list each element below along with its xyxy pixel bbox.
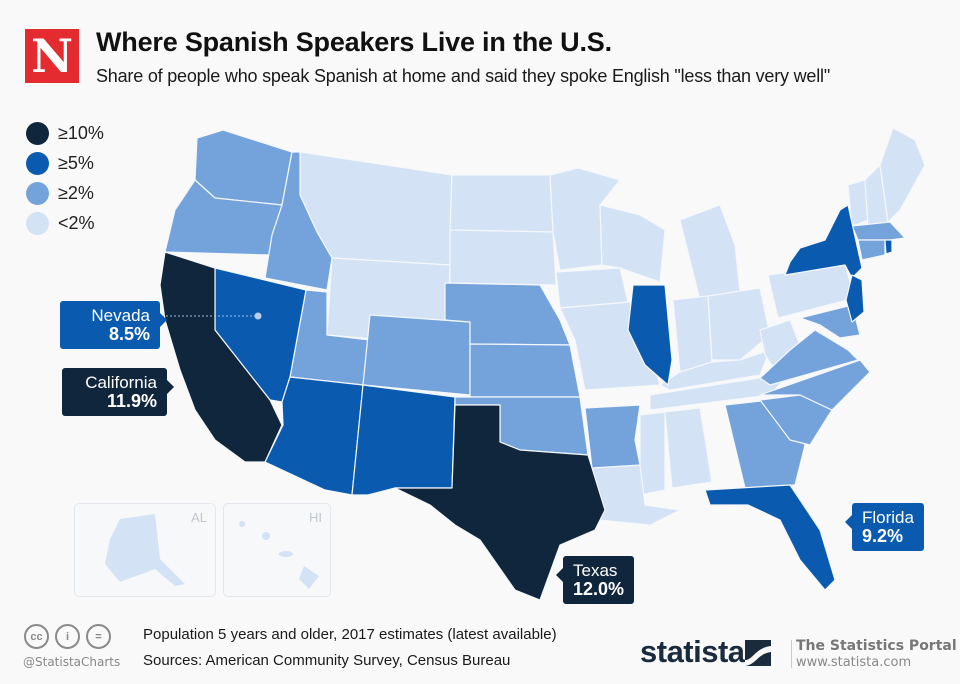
state-colorado bbox=[362, 314, 471, 396]
callout-florida: Florida 9.2% bbox=[845, 503, 924, 551]
nevada-marker bbox=[254, 312, 262, 320]
legend-item-2plus: ≥2% bbox=[26, 178, 104, 208]
state-new-jersey bbox=[845, 274, 865, 323]
license-icons: cc i = bbox=[24, 624, 111, 649]
state-louisiana bbox=[589, 464, 681, 526]
state-north-carolina bbox=[759, 359, 871, 411]
state-virginia bbox=[759, 329, 859, 386]
state-kentucky bbox=[659, 349, 771, 391]
portal-url: www.statista.com bbox=[796, 655, 912, 670]
state-tennessee bbox=[649, 372, 791, 411]
legend-swatch bbox=[26, 211, 49, 235]
legend-swatch bbox=[26, 151, 49, 175]
states-10plus-pct bbox=[159, 251, 606, 601]
state-maryland-delaware bbox=[799, 304, 861, 339]
state-south-carolina bbox=[759, 394, 833, 446]
callout-california: California 11.9% bbox=[62, 368, 174, 416]
state-massachusetts bbox=[851, 221, 906, 241]
state-michigan bbox=[679, 204, 741, 301]
states-2-5pct bbox=[164, 129, 906, 489]
state-ohio bbox=[707, 287, 771, 361]
legend-item-under2: <2% bbox=[26, 208, 104, 238]
state-arkansas bbox=[584, 404, 641, 469]
state-indiana bbox=[672, 295, 713, 373]
chart-subtitle: Share of people who speak Spanish at hom… bbox=[96, 66, 831, 86]
creative-commons-icon: cc bbox=[24, 624, 49, 649]
legend-item-5plus: ≥5% bbox=[26, 148, 104, 178]
statista-wave-icon bbox=[745, 640, 771, 666]
divider bbox=[791, 640, 792, 668]
callout-texas: Texas 12.0% bbox=[555, 556, 635, 604]
state-new-mexico bbox=[351, 384, 456, 496]
state-idaho bbox=[264, 151, 333, 291]
state-north-dakota bbox=[449, 174, 554, 233]
footnote: Population 5 years and older, 2017 estim… bbox=[143, 626, 557, 643]
chart-title: Where Spanish Speakers Live in the U.S. bbox=[96, 27, 612, 57]
state-illinois bbox=[627, 284, 673, 386]
source-text: Sources: American Community Survey, Cens… bbox=[143, 652, 511, 669]
state-kansas bbox=[469, 343, 581, 398]
no-derivatives-icon: = bbox=[86, 624, 111, 649]
state-maine bbox=[879, 127, 926, 223]
alaska-shape bbox=[105, 514, 185, 586]
statista-handle: @StatistaCharts bbox=[23, 655, 121, 669]
state-connecticut bbox=[857, 239, 886, 261]
attribution-icon: i bbox=[55, 624, 80, 649]
legend-item-10plus: ≥10% bbox=[26, 118, 104, 148]
inset-alaska: AL bbox=[74, 503, 216, 597]
state-south-dakota bbox=[449, 229, 557, 286]
state-wisconsin bbox=[599, 204, 666, 283]
inset-hawaii: HI bbox=[223, 503, 331, 597]
state-alabama bbox=[664, 407, 713, 489]
state-iowa bbox=[555, 267, 629, 309]
newsweek-logo: N bbox=[25, 29, 79, 83]
states-under-2pct bbox=[299, 127, 926, 526]
state-texas bbox=[394, 404, 606, 601]
callout-nevada: Nevada 8.5% bbox=[60, 301, 167, 349]
legend: ≥10% ≥5% ≥2% <2% bbox=[26, 118, 104, 238]
state-new-york bbox=[784, 204, 863, 279]
hawaii-shape bbox=[239, 521, 319, 589]
state-mississippi bbox=[639, 411, 666, 496]
statista-logo: statista bbox=[640, 634, 745, 669]
states-5-10pct bbox=[214, 204, 893, 591]
legend-swatch bbox=[26, 121, 49, 145]
portal-title: The Statistics Portal bbox=[796, 638, 957, 654]
state-florida bbox=[704, 484, 836, 591]
state-rhode-island bbox=[884, 239, 893, 255]
legend-swatch bbox=[26, 181, 49, 205]
